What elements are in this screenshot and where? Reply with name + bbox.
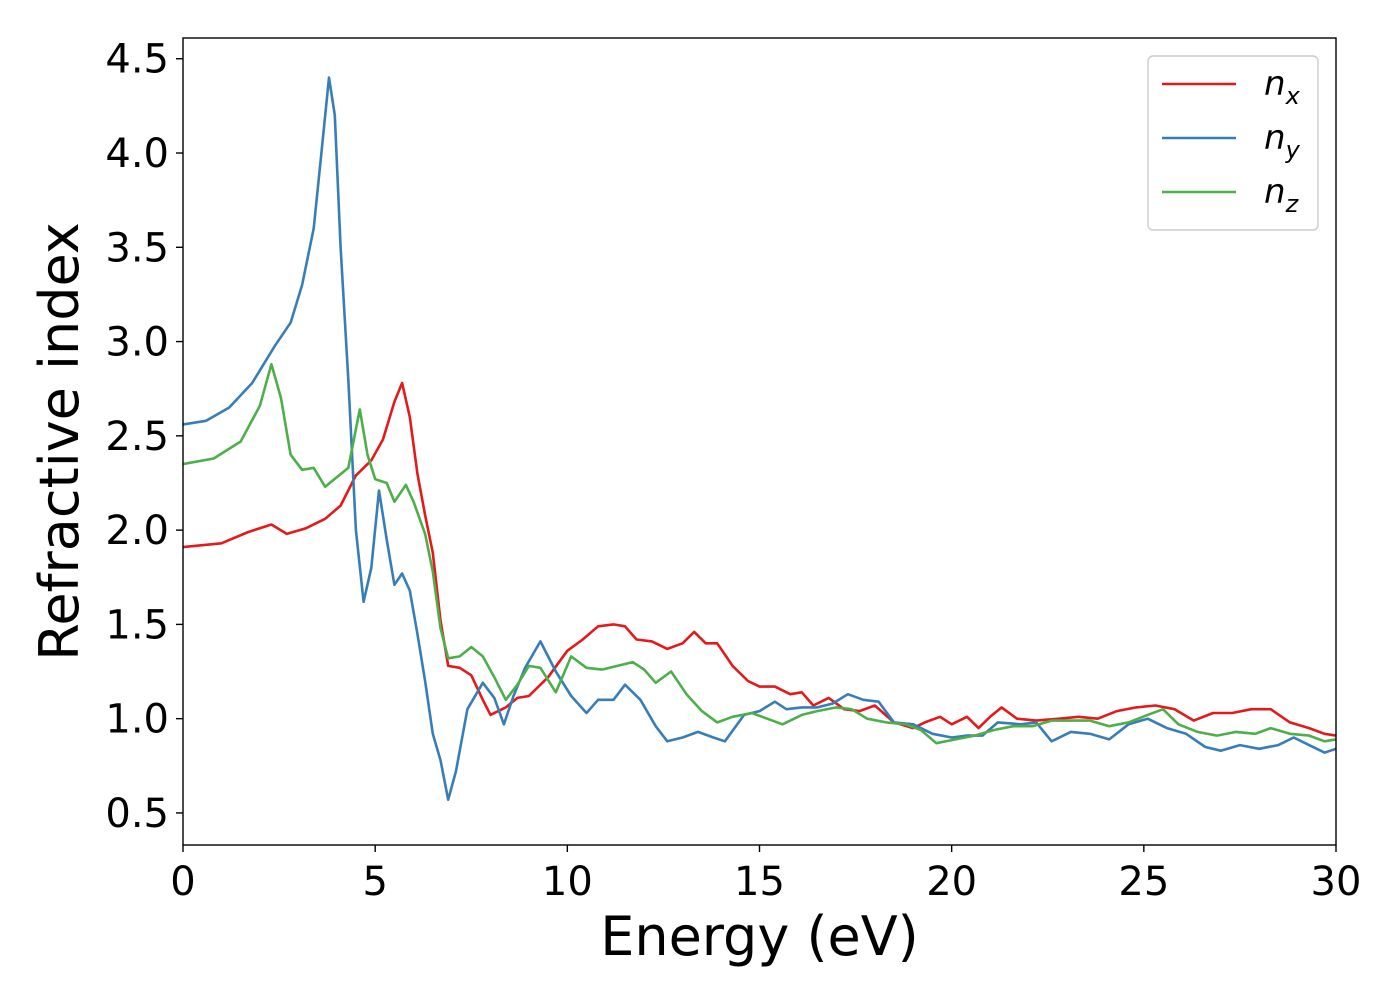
legend-box	[1147, 55, 1319, 231]
y-tick-label: 2.0	[105, 508, 169, 554]
legend-subscript-x: x	[1285, 82, 1301, 110]
series-layer	[183, 76, 1336, 801]
y-tick-label: 2.5	[105, 414, 169, 460]
legend-subscript-y: y	[1285, 136, 1301, 164]
y-tick-label: 4.5	[105, 37, 169, 83]
y-tick-label: 3.0	[105, 320, 169, 366]
x-tick-label: 30	[1311, 859, 1362, 905]
x-axis-title: Energy (eV)	[600, 905, 919, 968]
y-tick-label: 1.0	[105, 697, 169, 743]
y-axis: 0.5 1.0 1.5 2.0 2.5 3.0 3.5 4.0 4.5	[105, 37, 183, 837]
y-tick-label: 1.5	[105, 602, 169, 648]
x-tick-label: 20	[926, 859, 977, 905]
y-tick-label: 4.0	[105, 131, 169, 177]
x-tick-label: 10	[542, 859, 593, 905]
y-tick-label: 3.5	[105, 225, 169, 271]
y-axis-title: Refractive index	[28, 222, 91, 661]
x-tick-label: 5	[362, 859, 387, 905]
x-tick-label: 0	[170, 859, 195, 905]
series-line-x	[183, 381, 1336, 737]
x-tick-label: 25	[1118, 859, 1169, 905]
x-tick-label: 15	[734, 859, 785, 905]
y-tick-label: 0.5	[105, 791, 169, 837]
series-line-y	[183, 76, 1336, 801]
series-line-z	[183, 362, 1336, 745]
x-axis: 0 5 10 15 20 25 30	[170, 845, 1361, 905]
legend-subscript-z: z	[1285, 190, 1300, 218]
